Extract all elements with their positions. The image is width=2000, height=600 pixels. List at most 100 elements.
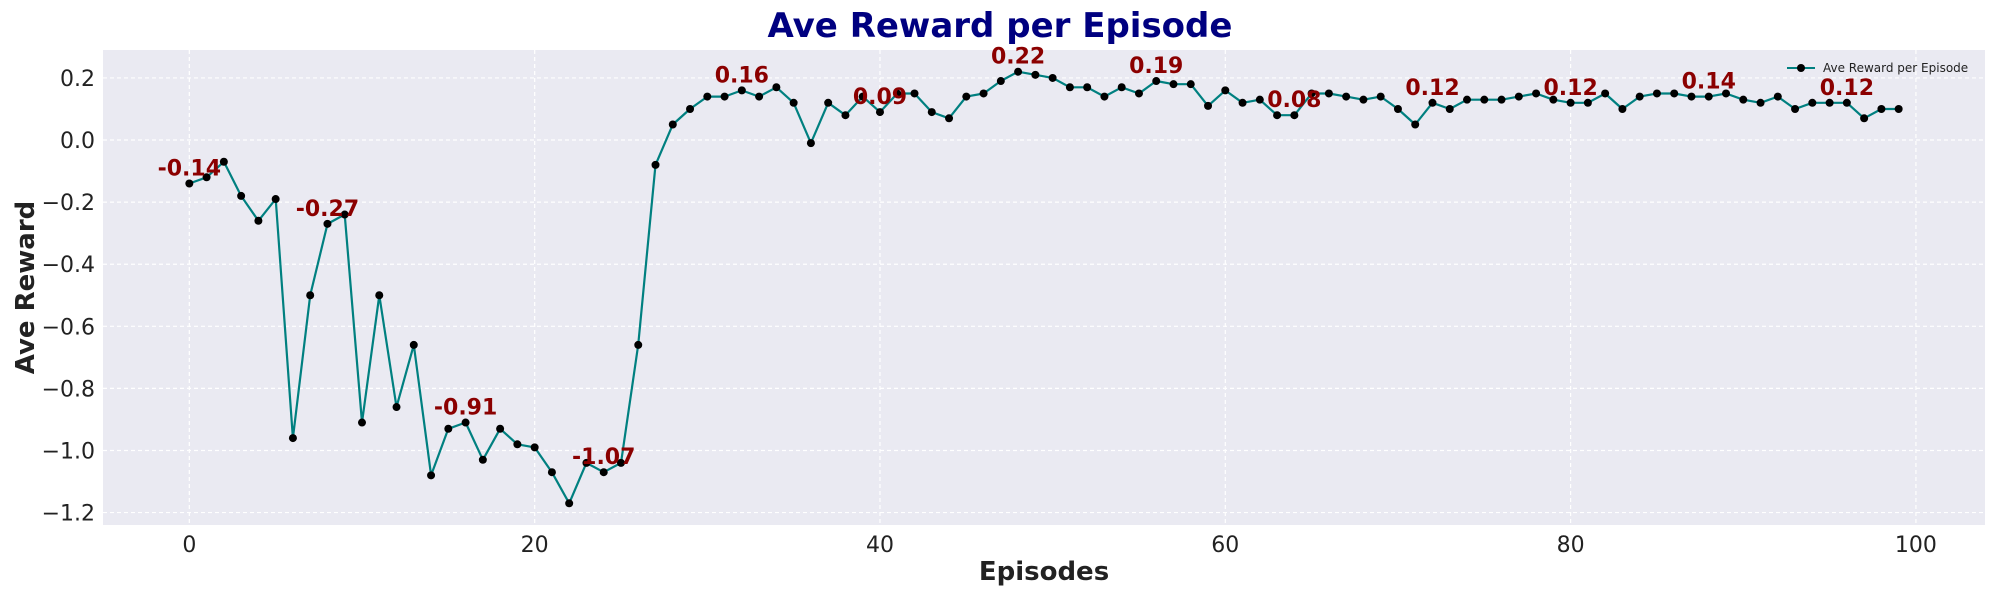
series-layer	[185, 67, 1903, 508]
plot-area	[103, 50, 1985, 525]
data-point	[582, 458, 591, 467]
data-point	[634, 340, 643, 349]
data-point	[1583, 98, 1592, 107]
data-point	[996, 77, 1005, 86]
data-point	[1704, 92, 1713, 101]
data-point	[1739, 95, 1748, 104]
data-point	[1065, 83, 1074, 92]
y-tick-label: −0.2	[42, 191, 95, 216]
data-point	[1048, 73, 1057, 82]
data-point	[1204, 101, 1213, 110]
x-tick-label: 80	[1557, 533, 1585, 558]
data-point	[599, 468, 608, 477]
data-point	[1722, 89, 1731, 98]
data-label: 0.08	[1267, 88, 1321, 113]
data-point	[1894, 104, 1903, 113]
data-point	[1601, 89, 1610, 98]
x-tick-label: 40	[866, 533, 894, 558]
data-label: -0.14	[158, 156, 221, 181]
data-point	[875, 108, 884, 117]
data-point	[1359, 95, 1368, 104]
data-point	[547, 468, 556, 477]
y-tick-label: 0.2	[60, 67, 95, 92]
data-point	[1773, 92, 1782, 101]
series-line	[188, 70, 1899, 505]
data-point	[755, 92, 764, 101]
data-point	[444, 424, 453, 433]
data-point	[1687, 92, 1696, 101]
x-axis-label: Episodes	[979, 557, 1109, 587]
data-point	[772, 83, 781, 92]
legend-label: Ave Reward per Episode	[1823, 61, 1968, 75]
legend: Ave Reward per Episode	[1787, 61, 1968, 75]
data-point	[1290, 111, 1299, 120]
data-point	[737, 86, 746, 95]
data-point	[1808, 98, 1817, 107]
data-label: -0.27	[296, 197, 359, 222]
data-label: -0.91	[434, 396, 497, 421]
data-point	[703, 92, 712, 101]
data-point	[668, 120, 677, 129]
chart-title: Ave Reward per Episode	[767, 6, 1233, 46]
data-label: 0.22	[991, 45, 1045, 70]
legend-marker-swatch	[1797, 64, 1805, 72]
data-label: -1.07	[572, 445, 635, 470]
data-point	[375, 291, 384, 300]
data-point	[1238, 98, 1247, 107]
data-point	[962, 92, 971, 101]
data-point	[1324, 89, 1333, 98]
data-point	[1842, 98, 1851, 107]
y-tick-label: 0.0	[60, 129, 95, 154]
data-point	[1152, 77, 1161, 86]
data-point	[1635, 92, 1644, 101]
data-point	[1860, 114, 1869, 123]
data-point	[202, 173, 211, 182]
data-point	[1031, 70, 1040, 79]
data-point	[720, 92, 729, 101]
data-point	[306, 291, 315, 300]
data-point	[858, 92, 867, 101]
data-label: 0.14	[1682, 70, 1736, 95]
data-point	[1117, 83, 1126, 92]
data-point	[1480, 95, 1489, 104]
data-point	[651, 160, 660, 169]
data-point	[806, 139, 815, 148]
data-point	[1877, 104, 1886, 113]
data-point	[1514, 92, 1523, 101]
x-tick-label: 60	[1211, 533, 1239, 558]
data-point	[1411, 120, 1420, 129]
data-point	[1083, 83, 1092, 92]
data-label: 0.16	[715, 63, 769, 88]
y-tick-label: −0.6	[42, 315, 95, 340]
data-point	[237, 191, 246, 200]
data-point	[1100, 92, 1109, 101]
y-tick-label: −1.2	[42, 502, 95, 527]
x-tick-label: 100	[1895, 533, 1937, 558]
data-point	[1670, 89, 1679, 98]
data-point	[1169, 80, 1178, 89]
y-axis-label: Ave Reward	[11, 201, 41, 374]
data-point	[1566, 98, 1575, 107]
data-label: 0.12	[1405, 76, 1459, 101]
data-labels: -0.14 -0.27 -0.91 -1.07 0.16 0.09 0.22 0.19 0.08…	[158, 45, 1874, 470]
data-label: 0.12	[1820, 76, 1874, 101]
data-point	[530, 443, 539, 452]
data-point	[616, 458, 625, 467]
data-point	[1134, 89, 1143, 98]
data-label: 0.12	[1543, 76, 1597, 101]
data-point	[893, 89, 902, 98]
data-point	[1618, 104, 1627, 113]
data-point	[254, 216, 263, 225]
data-point	[1756, 98, 1765, 107]
data-point	[1428, 98, 1437, 107]
data-point	[1497, 95, 1506, 104]
data-point	[219, 157, 228, 166]
data-point	[1342, 92, 1351, 101]
data-point	[1376, 92, 1385, 101]
data-point	[513, 440, 522, 449]
data-point	[789, 98, 798, 107]
data-point	[824, 98, 833, 107]
data-point	[841, 111, 850, 120]
data-point	[1445, 104, 1454, 113]
